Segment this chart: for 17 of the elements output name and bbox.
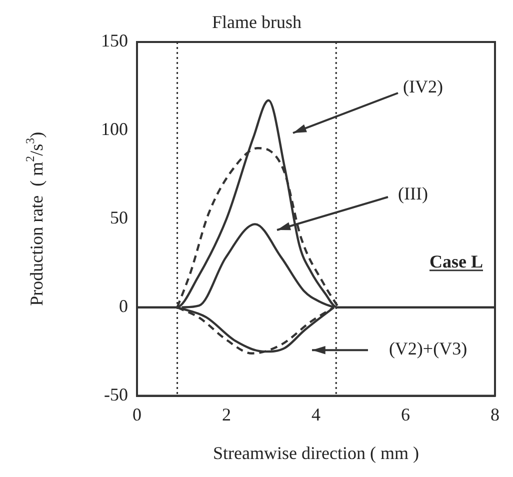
x-tick-label: 2 (222, 404, 231, 424)
annotation: Case L (430, 251, 483, 272)
x-axis-title: Streamwise direction ( mm ) (213, 442, 419, 463)
x-tick-label: 6 (401, 404, 410, 424)
y-tick-label: 150 (101, 30, 128, 51)
y-tick-label: -50 (104, 384, 128, 405)
annotation: (V2)+(V3) (388, 338, 468, 359)
y-axis-title: Production rate ( m2/s3) (23, 132, 47, 306)
text: Flame brush (212, 12, 302, 32)
annotation: (IV2) (403, 76, 443, 97)
y-tick-label: 0 (119, 296, 128, 316)
x-tick-label: 8 (490, 404, 500, 424)
y-tick-label: 50 (110, 208, 128, 228)
x-tick-label: 0 (132, 404, 142, 424)
y-tick-label: 100 (101, 119, 128, 140)
annotation: (III) (398, 184, 428, 204)
x-tick-label: 4 (312, 404, 320, 424)
